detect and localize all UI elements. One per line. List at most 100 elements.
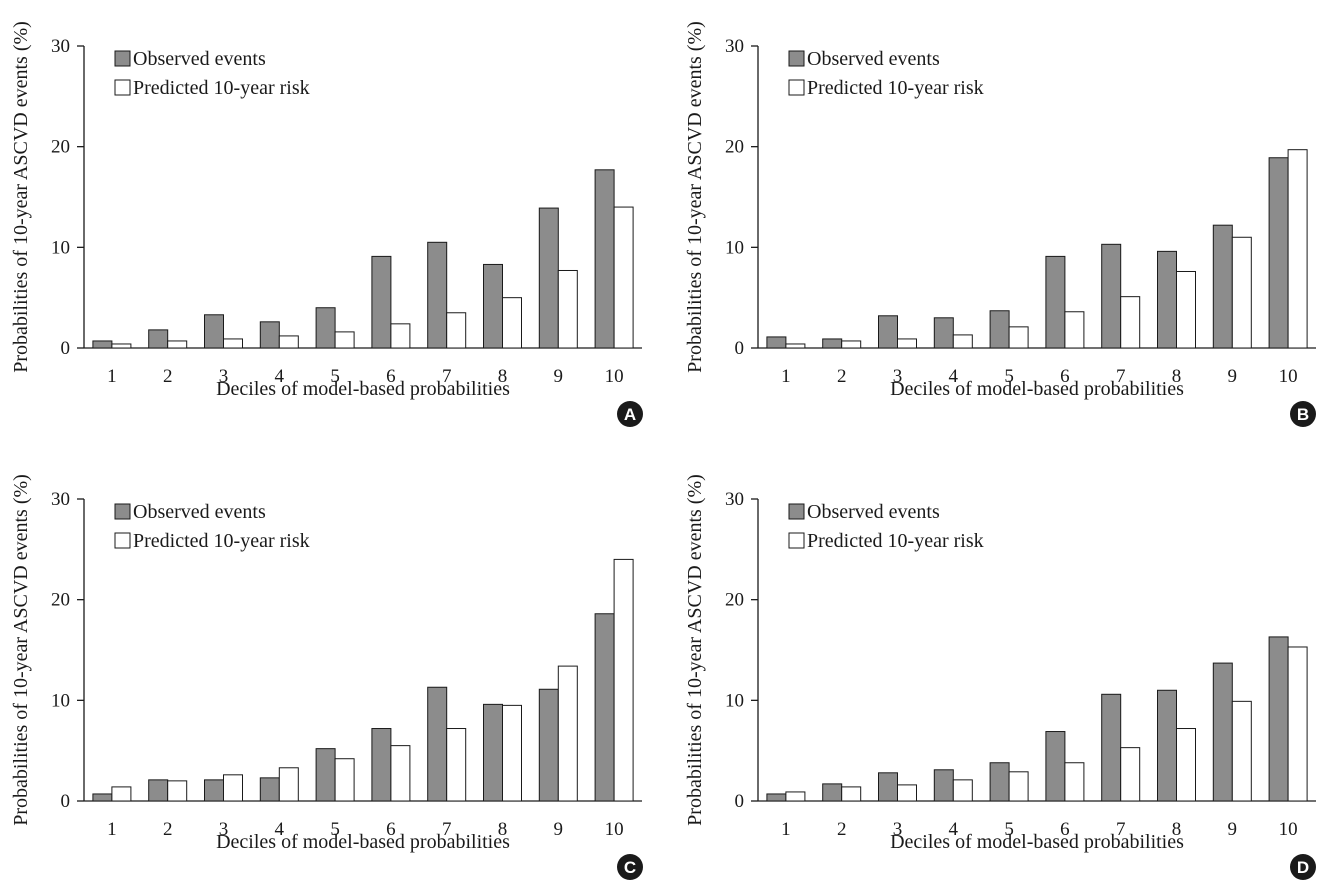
bar-predicted-10 (613, 558, 634, 802)
x-tick-label: 3 (893, 819, 903, 840)
x-tick-label: 5 (330, 366, 340, 387)
x-tick-label: 6 (386, 366, 396, 387)
legend-label-observed: Observed events (133, 48, 266, 70)
bar-observed-2 (822, 338, 843, 349)
x-tick-label: 2 (837, 819, 847, 840)
y-axis-title: Probabilities of 10-year ASCVD events (%… (10, 21, 32, 373)
bar-predicted-4 (278, 767, 299, 802)
y-tick-label: 0 (61, 791, 71, 812)
bar-observed-3 (878, 315, 898, 349)
bar-observed-10 (594, 613, 615, 802)
bar-observed-8 (483, 263, 503, 349)
bar-predicted-6 (390, 745, 411, 802)
legend-swatch-predicted (114, 79, 131, 96)
bar-observed-2 (822, 783, 843, 802)
legend-swatch-predicted (114, 532, 131, 549)
x-axis-title: Deciles of model-based probabilities (216, 831, 510, 853)
y-axis-title: Probabilities of 10-year ASCVD events (%… (684, 21, 706, 373)
x-tick-label: 4 (949, 819, 959, 840)
x-tick-label: 8 (1172, 819, 1182, 840)
y-tick-label: 10 (51, 237, 70, 258)
bar-observed-10 (594, 169, 615, 349)
legend-swatch-predicted (788, 79, 805, 96)
x-tick-label: 4 (275, 366, 285, 387)
y-tick-label: 0 (735, 791, 745, 812)
bar-predicted-8 (1176, 270, 1196, 349)
bar-observed-9 (1212, 224, 1233, 349)
bar-predicted-2 (167, 780, 188, 802)
chart-panel-a: 0 10 20 30 1 2 3 4 5 6 7 8 9 10 Probabilities of 10-ye… (10, 21, 643, 427)
x-axis-title: Deciles of model-based probabilities (890, 831, 1184, 853)
y-tick-label: 30 (725, 489, 744, 510)
x-tick-label: 1 (107, 366, 117, 387)
bar-predicted-2 (841, 340, 862, 349)
bar-predicted-7 (1120, 296, 1141, 349)
bar-predicted-9 (1231, 700, 1252, 802)
bar-observed-7 (427, 241, 448, 349)
bar-observed-7 (1101, 693, 1122, 802)
bar-predicted-5 (1008, 326, 1029, 349)
chart-panel-b: 0 10 20 30 1 2 3 4 5 6 7 8 9 10 Probabilities of 10-ye… (684, 21, 1316, 427)
panel-badge-letter: A (624, 405, 636, 424)
x-tick-label: 3 (893, 366, 903, 387)
panel-badge-letter: D (1297, 858, 1309, 877)
bar-predicted-1 (111, 343, 132, 349)
panel-badge (1290, 854, 1316, 880)
bar-observed-7 (427, 686, 448, 802)
panel-badge (617, 854, 643, 880)
x-tick-label: 4 (275, 819, 285, 840)
bar-predicted-9 (557, 269, 578, 349)
x-axis-title: Deciles of model-based probabilities (890, 378, 1184, 400)
y-tick-label: 10 (51, 690, 70, 711)
bar-predicted-9 (1231, 236, 1252, 349)
y-axis-title: Probabilities of 10-year ASCVD events (%… (684, 474, 706, 826)
y-tick-label: 0 (61, 338, 71, 359)
x-tick-label: 5 (1004, 819, 1014, 840)
bar-predicted-7 (446, 728, 467, 802)
panel-badge-letter: C (624, 858, 636, 877)
y-tick-label: 20 (725, 137, 744, 158)
bar-observed-5 (315, 748, 336, 802)
bar-observed-9 (538, 688, 559, 802)
y-tick-label: 20 (51, 590, 70, 611)
x-tick-label: 2 (163, 819, 173, 840)
y-tick-label: 20 (51, 137, 70, 158)
bar-observed-3 (204, 779, 224, 802)
x-tick-label: 4 (949, 366, 959, 387)
x-tick-label: 8 (498, 366, 508, 387)
bar-predicted-8 (502, 704, 522, 802)
bar-predicted-7 (446, 312, 467, 349)
x-tick-label: 9 (554, 366, 564, 387)
bar-predicted-10 (1287, 646, 1308, 802)
bar-observed-1 (92, 793, 113, 802)
bar-predicted-6 (1064, 762, 1085, 802)
legend-label-predicted: Predicted 10-year risk (807, 77, 984, 99)
bar-observed-9 (538, 207, 559, 349)
bar-predicted-3 (897, 784, 917, 802)
bar-predicted-1 (111, 786, 132, 802)
bar-observed-2 (148, 329, 169, 349)
bar-observed-7 (1101, 243, 1122, 349)
legend-label-predicted: Predicted 10-year risk (133, 530, 310, 552)
chart-panel-d: 0 10 20 30 1 2 3 4 5 6 7 8 9 10 Probabilities of 10-ye… (684, 474, 1316, 880)
bar-observed-6 (371, 255, 392, 349)
panel-badge (1290, 401, 1316, 427)
x-tick-label: 8 (1172, 366, 1182, 387)
legend-label-observed: Observed events (133, 501, 266, 523)
x-tick-label: 10 (1279, 366, 1298, 387)
bar-observed-1 (766, 793, 787, 802)
panel-badge-letter: B (1297, 405, 1309, 424)
x-tick-label: 10 (605, 366, 624, 387)
bar-observed-3 (204, 314, 224, 349)
bar-predicted-10 (1287, 149, 1308, 349)
bar-observed-6 (371, 728, 392, 802)
x-tick-label: 3 (219, 819, 229, 840)
x-tick-label: 7 (442, 819, 452, 840)
bar-observed-4 (933, 769, 954, 802)
bar-observed-5 (989, 310, 1010, 349)
bar-observed-9 (1212, 662, 1233, 802)
chart-panel-c: 0 10 20 30 1 2 3 4 5 6 7 8 9 10 Probabilities of 10-ye… (10, 474, 643, 880)
x-tick-label: 7 (1116, 366, 1126, 387)
legend-label-observed: Observed events (807, 501, 940, 523)
